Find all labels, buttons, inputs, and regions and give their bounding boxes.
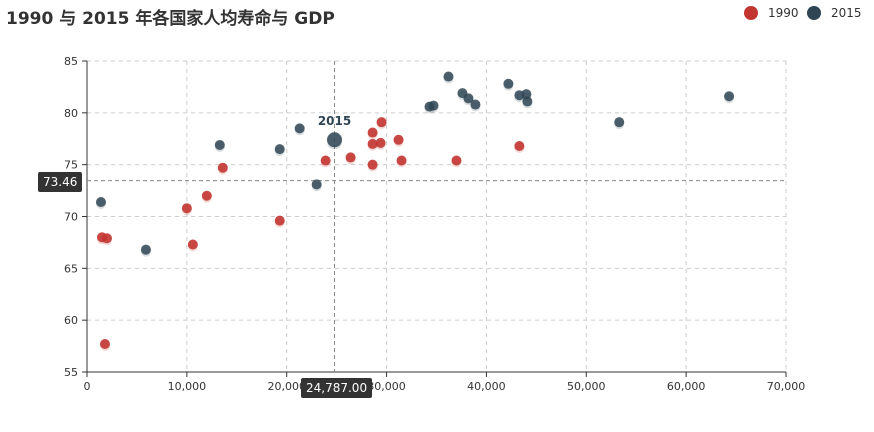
data-point-2015[interactable]: [327, 132, 343, 148]
data-point-2015[interactable]: [95, 196, 106, 207]
data-point-1990[interactable]: [367, 159, 378, 170]
data-point-1990[interactable]: [376, 117, 387, 128]
highlight-point-label: 2015: [318, 114, 351, 128]
data-point-1990[interactable]: [187, 239, 198, 250]
y-tick-label: 60: [64, 314, 78, 327]
y-tick-label: 85: [64, 55, 78, 68]
x-tick-label: 10,000: [168, 380, 207, 393]
data-point-1990[interactable]: [367, 127, 378, 138]
x-tick-label: 70,000: [767, 380, 806, 393]
data-point-2015[interactable]: [428, 100, 439, 111]
data-point-1990[interactable]: [101, 233, 112, 244]
y-tick-label: 55: [64, 366, 78, 379]
data-point-1990[interactable]: [181, 203, 192, 214]
data-point-1990[interactable]: [320, 155, 331, 166]
legend-marker-1990: [744, 6, 758, 20]
data-point-2015[interactable]: [311, 179, 322, 190]
x-tick-label: 40,000: [467, 380, 506, 393]
grid-lines: [87, 60, 787, 372]
x-axis-pointer-label: 24,787.00: [301, 378, 373, 398]
y-tick-label: 80: [64, 107, 78, 120]
data-point-2015[interactable]: [470, 99, 481, 110]
data-point-2015[interactable]: [274, 144, 285, 155]
data-point-2015[interactable]: [503, 78, 514, 89]
data-point-2015[interactable]: [214, 139, 225, 150]
data-point-1990[interactable]: [217, 162, 228, 173]
x-tick-label: 20,000: [267, 380, 306, 393]
data-point-1990[interactable]: [345, 152, 356, 163]
data-point-1990[interactable]: [274, 215, 285, 226]
data-point-1990[interactable]: [201, 190, 212, 201]
data-point-2015[interactable]: [724, 91, 735, 102]
axes: 0 10,000 20,000 30,000 40,000 50,000 60,000 70,…: [64, 55, 805, 393]
legend-label-2015: 2015: [831, 6, 862, 20]
data-point-2015[interactable]: [294, 123, 305, 134]
data-point-1990[interactable]: [375, 137, 386, 148]
legend-marker-2015: [807, 6, 821, 20]
x-tick-label: 0: [84, 380, 91, 393]
legend-item-2015[interactable]: 2015: [807, 4, 862, 22]
x-tick-label: 30,000: [367, 380, 406, 393]
axis-pointer-lines: [87, 61, 786, 372]
data-point-2015[interactable]: [522, 96, 533, 107]
y-tick-label: 75: [64, 159, 78, 172]
data-point-2015[interactable]: [463, 93, 474, 104]
y-tick-label: 65: [64, 262, 78, 275]
data-point-1990[interactable]: [367, 138, 378, 149]
data-point-1990[interactable]: [393, 134, 404, 145]
data-point-1990[interactable]: [99, 339, 110, 350]
data-point-2015[interactable]: [140, 244, 151, 255]
legend-label-1990: 1990: [768, 6, 799, 20]
data-point-1990[interactable]: [396, 155, 407, 166]
data-point-2015[interactable]: [614, 117, 625, 128]
legend-item-1990[interactable]: 1990: [744, 4, 799, 22]
data-point-1990[interactable]: [451, 155, 462, 166]
chart-title: 1990 与 2015 年各国家人均寿命与 GDP: [6, 9, 335, 29]
y-axis-pointer-label: 73.46: [38, 172, 83, 192]
data-point-1990[interactable]: [514, 141, 525, 152]
x-tick-label: 60,000: [667, 380, 706, 393]
data-points[interactable]: 2015: [95, 71, 735, 352]
x-tick-label: 50,000: [567, 380, 606, 393]
data-point-2015[interactable]: [443, 71, 454, 82]
y-tick-label: 70: [64, 211, 78, 224]
